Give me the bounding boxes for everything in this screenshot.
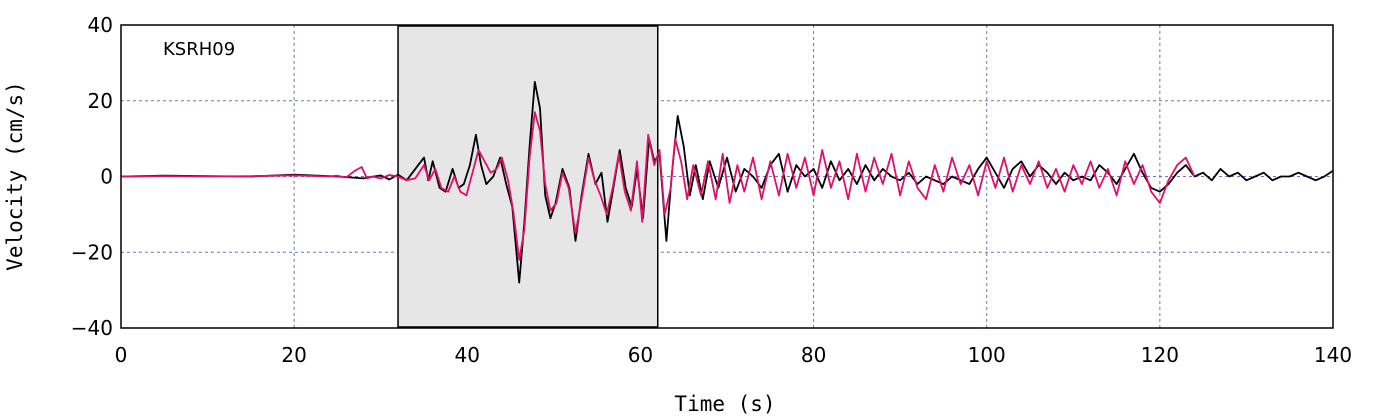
x-tick-label: 140 [1314,343,1352,367]
plot-frame [120,24,1334,329]
y-tick-label: −20 [71,240,113,264]
x-tick-label: 20 [281,343,306,367]
y-tick-label: −40 [71,316,113,340]
x-axis-label: Time (s) [674,392,775,416]
y-tick-label: 20 [88,89,113,113]
x-tick-label: 100 [968,343,1006,367]
y-tick-label: 40 [88,13,113,37]
x-tick-label: 0 [115,343,128,367]
x-tick-label: 60 [628,343,653,367]
x-tick-label: 80 [801,343,826,367]
x-tick-label: 120 [1141,343,1179,367]
y-tick-label: 0 [100,165,113,189]
station-label: KSRH09 [163,39,235,60]
x-tick-label: 40 [455,343,480,367]
y-axis-label: Velocity (cm/s) [3,81,27,271]
series-lines [120,80,1334,284]
series-line-2 [120,111,1196,261]
tick-labels: 0 20 40 60 80 100 120 140 40 20 0 −20 −40 [71,13,1352,367]
